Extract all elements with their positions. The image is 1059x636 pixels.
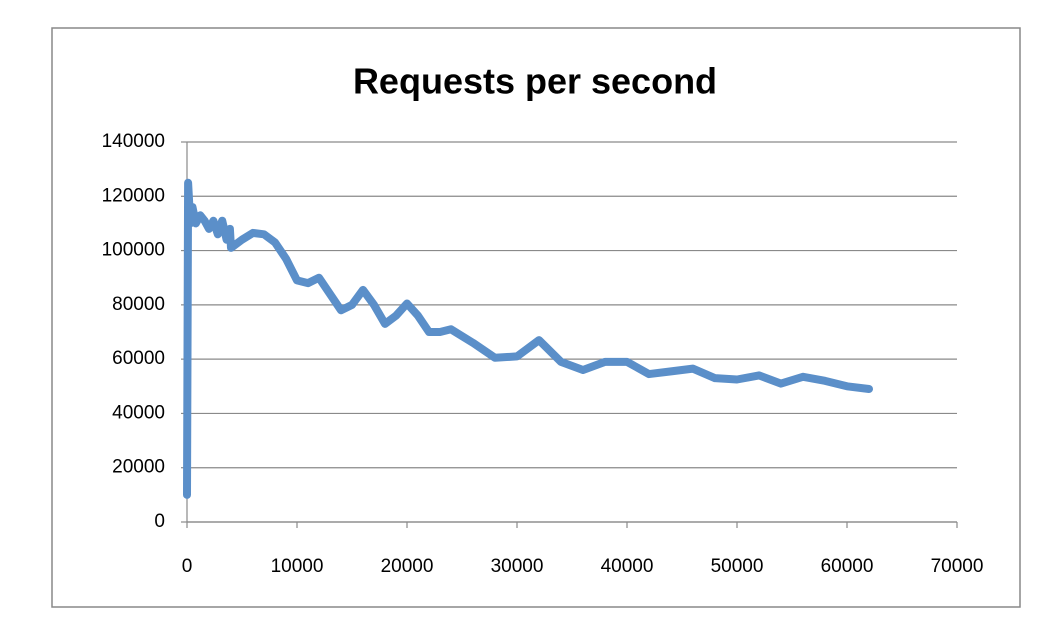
- x-tick-label: 70000: [931, 556, 984, 577]
- x-tick-label: 30000: [491, 556, 544, 577]
- y-tick-label: 140000: [102, 131, 165, 152]
- x-tick-label: 40000: [601, 556, 654, 577]
- y-tick-label: 0: [154, 511, 165, 532]
- data-line: [183, 178, 873, 499]
- chart-title: Requests per second: [353, 61, 717, 102]
- y-tick-label: 120000: [102, 185, 165, 206]
- x-tick-label: 60000: [821, 556, 874, 577]
- y-tick-label: 100000: [102, 240, 165, 261]
- y-tick-label: 40000: [112, 402, 165, 423]
- y-tick-label: 20000: [112, 457, 165, 478]
- chart-border: [51, 27, 1021, 608]
- x-tick-label: 10000: [271, 556, 324, 577]
- x-tick-label: 50000: [711, 556, 764, 577]
- x-tick-label: 20000: [381, 556, 434, 577]
- y-tick-label: 60000: [112, 348, 165, 369]
- y-tick-label: 80000: [112, 294, 165, 315]
- x-tick-label: 0: [182, 556, 193, 577]
